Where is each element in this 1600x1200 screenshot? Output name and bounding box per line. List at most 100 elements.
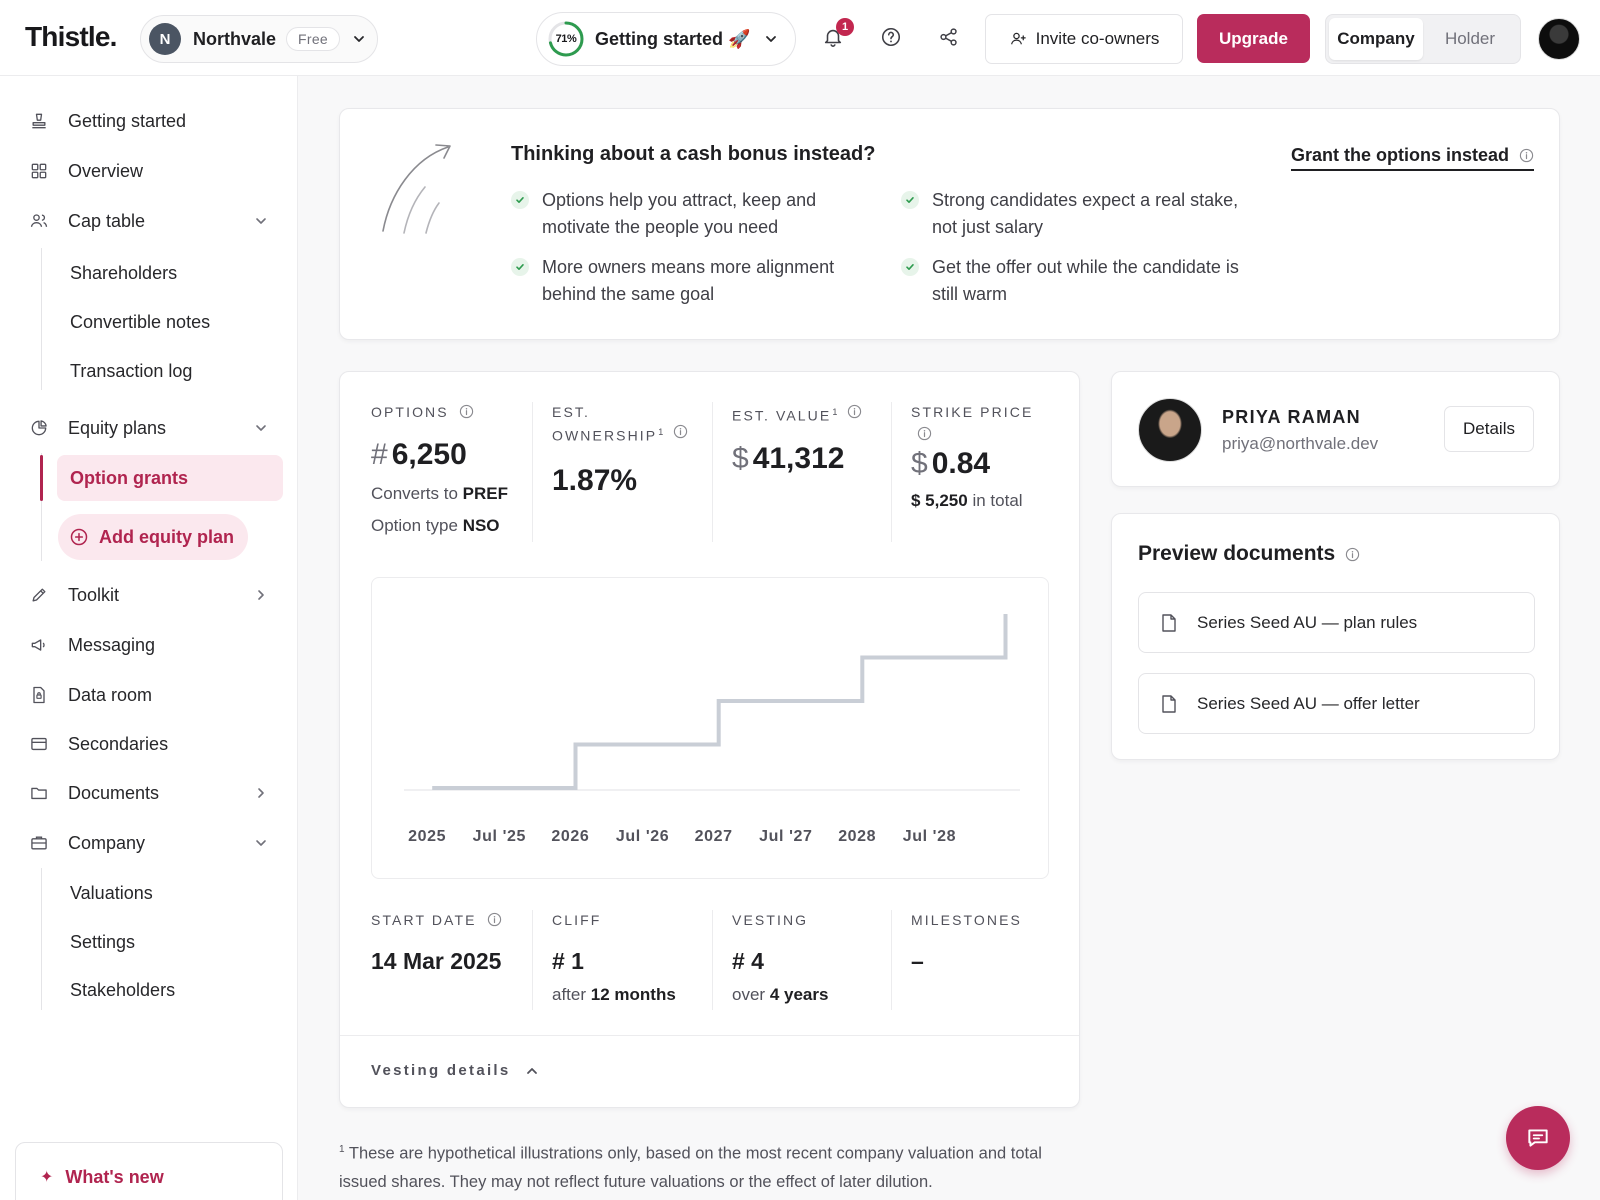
x-tick-label: 2025 <box>408 828 446 845</box>
vesting-metric: Vesting # 4 over 4 years <box>732 910 828 1005</box>
card-icon <box>28 733 50 755</box>
org-switcher[interactable]: N Northvale Free <box>140 15 378 63</box>
toggle-holder[interactable]: Holder <box>1444 29 1496 48</box>
notifications-button[interactable]: 1 <box>818 18 854 52</box>
divider <box>712 910 713 1010</box>
strike-price-label: Strike price <box>911 402 1033 441</box>
invite-co-owners-button[interactable]: Invite co-owners <box>985 14 1183 64</box>
sidebar-subitem-stakeholders[interactable]: Stakeholders <box>70 979 176 1000</box>
getting-started-button[interactable]: 71% Getting started 🚀 <box>536 12 796 66</box>
toggle-company[interactable]: Company <box>1329 18 1423 60</box>
add-equity-plan-label: Add equity plan <box>99 526 234 547</box>
cliff-sub: after 12 months <box>552 985 676 1004</box>
x-tick-label: Jul '26 <box>616 828 669 845</box>
info-icon[interactable] <box>1519 148 1534 163</box>
sidebar-item-data-room[interactable]: Data room <box>28 680 152 710</box>
view-toggle: Company Holder <box>1325 14 1521 64</box>
sidebar-item-label: Data room <box>68 684 153 705</box>
info-icon[interactable] <box>917 426 932 441</box>
details-button[interactable]: Details <box>1444 406 1534 452</box>
sidebar-item-overview[interactable]: Overview <box>28 156 143 186</box>
sidebar-item-label: Cap table <box>68 210 146 231</box>
whats-new-button[interactable]: ✦ What's new <box>15 1142 283 1200</box>
sidebar-item-secondaries[interactable]: Secondaries <box>28 729 168 759</box>
promo-bullet: Strong candidates expect a real stake, n… <box>901 187 1261 241</box>
options-value: #6,250 <box>371 438 467 471</box>
vesting-label: Vesting <box>732 912 809 928</box>
vesting-chart-svg: 2025 Jul '25 2026 Jul '26 2027 Jul '27 2028 Jul… <box>404 614 1020 845</box>
option-grant-card: Options #6,250 Converts to PREF Option t… <box>339 371 1080 1108</box>
sidebar-subitem-option-grants[interactable]: Option grants <box>57 455 283 501</box>
add-equity-plan-button[interactable]: Add equity plan <box>58 514 248 560</box>
arrow-illustration-icon <box>382 144 451 234</box>
grantee-email[interactable]: priya@northvale.dev <box>1222 434 1379 453</box>
promo-bullet-text: Strong candidates expect a real stake, n… <box>932 190 1239 237</box>
sidebar-item-getting-started[interactable]: Getting started <box>28 106 186 136</box>
sidebar-item-documents[interactable]: Documents <box>28 778 159 808</box>
document-row-plan-rules[interactable]: Series Seed AU — plan rules <box>1138 592 1535 653</box>
pencil-icon <box>28 584 50 606</box>
chevron-right-icon[interactable] <box>254 588 268 602</box>
chevron-down-icon[interactable] <box>254 421 268 435</box>
sidebar-item-label: Secondaries <box>68 733 169 754</box>
ownership-label: Est. Ownership1 <box>552 402 688 446</box>
promo-bullet: Options help you attract, keep and motiv… <box>511 187 871 241</box>
chevron-right-icon[interactable] <box>254 786 268 800</box>
sidebar-item-messaging[interactable]: Messaging <box>28 630 155 660</box>
bell-icon <box>824 29 842 47</box>
document-name: Series Seed AU — offer letter <box>1197 693 1420 713</box>
submenu-guide-line <box>41 453 42 561</box>
sidebar-item-toolkit[interactable]: Toolkit <box>28 580 119 610</box>
progress-ring: 71% <box>547 20 585 58</box>
document-row-offer-letter[interactable]: Series Seed AU — offer letter <box>1138 673 1535 734</box>
check-icon <box>511 258 529 276</box>
vesting-details-toggle[interactable]: Vesting details <box>371 1062 539 1079</box>
sidebar-item-cap-table[interactable]: Cap table <box>28 206 145 236</box>
promo-bullet: More owners means more alignment behind … <box>511 254 871 308</box>
sidebar-subitem-valuations[interactable]: Valuations <box>70 882 153 903</box>
divider <box>340 1035 1079 1036</box>
converts-to: Converts to PREF <box>371 484 509 503</box>
upgrade-button[interactable]: Upgrade <box>1197 14 1310 63</box>
org-name: Northvale <box>193 28 277 49</box>
start-date-label: Start date <box>371 910 502 930</box>
help-circle-icon <box>881 27 901 47</box>
check-icon <box>901 258 919 276</box>
progress-percent: 71% <box>555 33 577 45</box>
chat-button[interactable] <box>1506 1106 1570 1170</box>
sidebar-subitem-transaction-log[interactable]: Transaction log <box>70 360 193 381</box>
share-button[interactable] <box>934 22 964 52</box>
help-button[interactable] <box>876 22 906 52</box>
chevron-down-icon[interactable] <box>254 836 268 850</box>
user-avatar[interactable] <box>1538 18 1580 60</box>
sidebar-item-label: Messaging <box>68 634 156 655</box>
x-tick-label: 2027 <box>695 828 733 845</box>
preview-documents-card: Preview documents Series Seed AU — plan … <box>1111 513 1560 760</box>
info-icon[interactable] <box>673 424 688 439</box>
divider <box>532 402 533 542</box>
sidebar-subitem-shareholders[interactable]: Shareholders <box>70 262 178 283</box>
sidebar-subitem-convertible-notes[interactable]: Convertible notes <box>70 311 211 332</box>
options-metric: Options #6,250 Converts to PREF Option t… <box>371 402 508 536</box>
sidebar-item-equity-plans[interactable]: Equity plans <box>28 413 166 443</box>
chevron-down-icon[interactable] <box>254 214 268 228</box>
submenu-guide-line <box>41 248 42 390</box>
check-icon <box>511 191 529 209</box>
divider <box>532 910 533 1010</box>
info-icon[interactable] <box>847 404 862 419</box>
briefcase-icon <box>28 832 50 854</box>
folder-icon <box>28 782 50 804</box>
brand-logo[interactable]: Thistle. <box>25 21 117 52</box>
vesting-chart: 2025 Jul '25 2026 Jul '26 2027 Jul '27 2028 Jul… <box>371 577 1049 879</box>
info-icon[interactable] <box>459 404 474 419</box>
chat-bubble-icon <box>1528 1129 1548 1147</box>
sidebar-item-company[interactable]: Company <box>28 828 145 858</box>
sidebar-item-label: Equity plans <box>68 417 167 438</box>
sparkle-icon: ✦ <box>40 1169 54 1186</box>
ownership-value: 1.87% <box>552 463 638 497</box>
grant-options-link[interactable]: Grant the options instead <box>1291 145 1535 171</box>
info-icon[interactable] <box>1345 547 1360 562</box>
info-icon[interactable] <box>487 912 502 927</box>
sidebar-subitem-settings[interactable]: Settings <box>70 931 136 952</box>
document-name: Series Seed AU — plan rules <box>1197 612 1418 632</box>
